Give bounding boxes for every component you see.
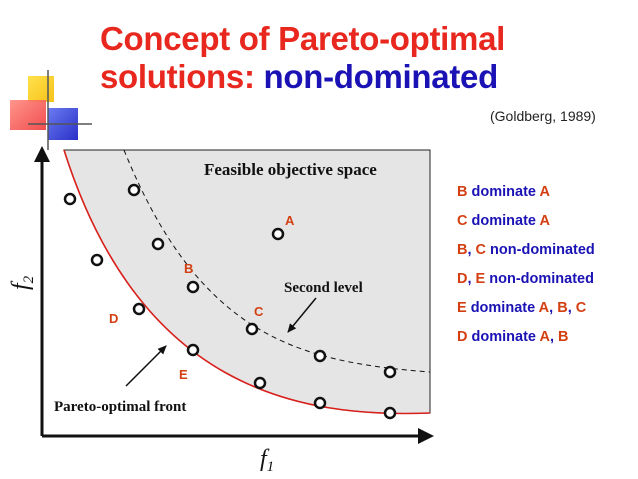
relation-subject: D	[457, 271, 468, 287]
point-label-e: E	[179, 367, 188, 382]
relation-subject: C	[475, 242, 487, 258]
slide-title: Concept of Pareto-optimal solutions: non…	[100, 20, 505, 96]
dominance-item: B dominate A	[457, 182, 595, 211]
corner-decoration	[0, 0, 100, 150]
region-label: Feasible objective space	[204, 160, 377, 179]
point-label-b: B	[184, 261, 193, 276]
relation-separator: ,	[567, 300, 576, 316]
x-axis-label: f1	[260, 446, 274, 475]
pareto-front-curve	[63, 149, 431, 415]
relation-subject: D	[457, 329, 468, 345]
x-axis-arrowhead	[418, 428, 434, 444]
relation-separator: ,	[549, 300, 558, 316]
point-e	[186, 343, 200, 357]
point-label-d: D	[109, 311, 118, 326]
y-axis-label: f2	[8, 275, 37, 290]
second-level-label: Second level	[284, 280, 363, 296]
point-a	[271, 227, 285, 241]
relation-object: A	[538, 300, 550, 316]
relation-text: dominate	[467, 213, 540, 229]
point	[63, 192, 77, 206]
relation-object: A	[539, 329, 550, 345]
point	[313, 396, 327, 410]
pareto-front-arrow	[125, 345, 167, 387]
point	[313, 349, 327, 363]
relation-object: A	[539, 184, 550, 200]
title-line-2: solutions: non-dominated	[100, 58, 505, 96]
relation-separator: ,	[467, 271, 476, 287]
feasible-region	[63, 149, 431, 414]
title-line-1: Concept of Pareto-optimal	[100, 20, 506, 57]
dominance-item: C dominate A	[457, 211, 595, 240]
dominance-item: D dominate A, B	[457, 327, 595, 356]
point-label-c: C	[254, 304, 264, 319]
relation-separator: ,	[549, 329, 559, 345]
point-label-a: A	[285, 213, 295, 228]
second-level-points	[127, 183, 397, 379]
citation: (Goldberg, 1989)	[490, 108, 596, 124]
point	[383, 406, 397, 420]
dominance-item: D, E non-dominated	[457, 269, 595, 298]
relation-text: dominate	[467, 184, 540, 200]
title-prefix: solutions:	[100, 58, 264, 95]
relation-subject: E	[475, 271, 486, 287]
y-axis-arrowhead	[34, 146, 50, 162]
relation-object: C	[575, 300, 587, 316]
relation-subject: B	[457, 242, 468, 258]
relation-text: dominate	[467, 329, 540, 345]
point	[253, 376, 267, 390]
point	[151, 237, 165, 251]
title-highlight: non-dominated	[263, 58, 499, 95]
relation-text: non-dominated	[486, 242, 595, 258]
pareto-front-label: Pareto-optimal front	[54, 399, 186, 415]
relation-subject: C	[457, 213, 468, 229]
point	[90, 253, 104, 267]
point-b	[186, 280, 200, 294]
point	[127, 183, 141, 197]
second-level-arrow	[287, 297, 317, 333]
relation-text: non-dominated	[485, 271, 594, 287]
relation-separator: ,	[467, 242, 476, 258]
relation-object: B	[557, 300, 568, 316]
relation-text: dominate	[466, 300, 539, 316]
relation-object: A	[539, 213, 550, 229]
point	[383, 365, 397, 379]
dominance-item: B, C non-dominated	[457, 240, 595, 269]
relation-object: B	[558, 329, 569, 345]
dominance-item: E dominate A, B, C	[457, 298, 595, 327]
dominance-list: B dominate A C dominate A B, C non-domin…	[457, 182, 595, 356]
relation-subject: B	[457, 184, 468, 200]
point-d	[132, 302, 146, 316]
point-c	[245, 322, 259, 336]
pareto-front-points	[63, 192, 397, 420]
relation-subject: E	[457, 300, 467, 316]
